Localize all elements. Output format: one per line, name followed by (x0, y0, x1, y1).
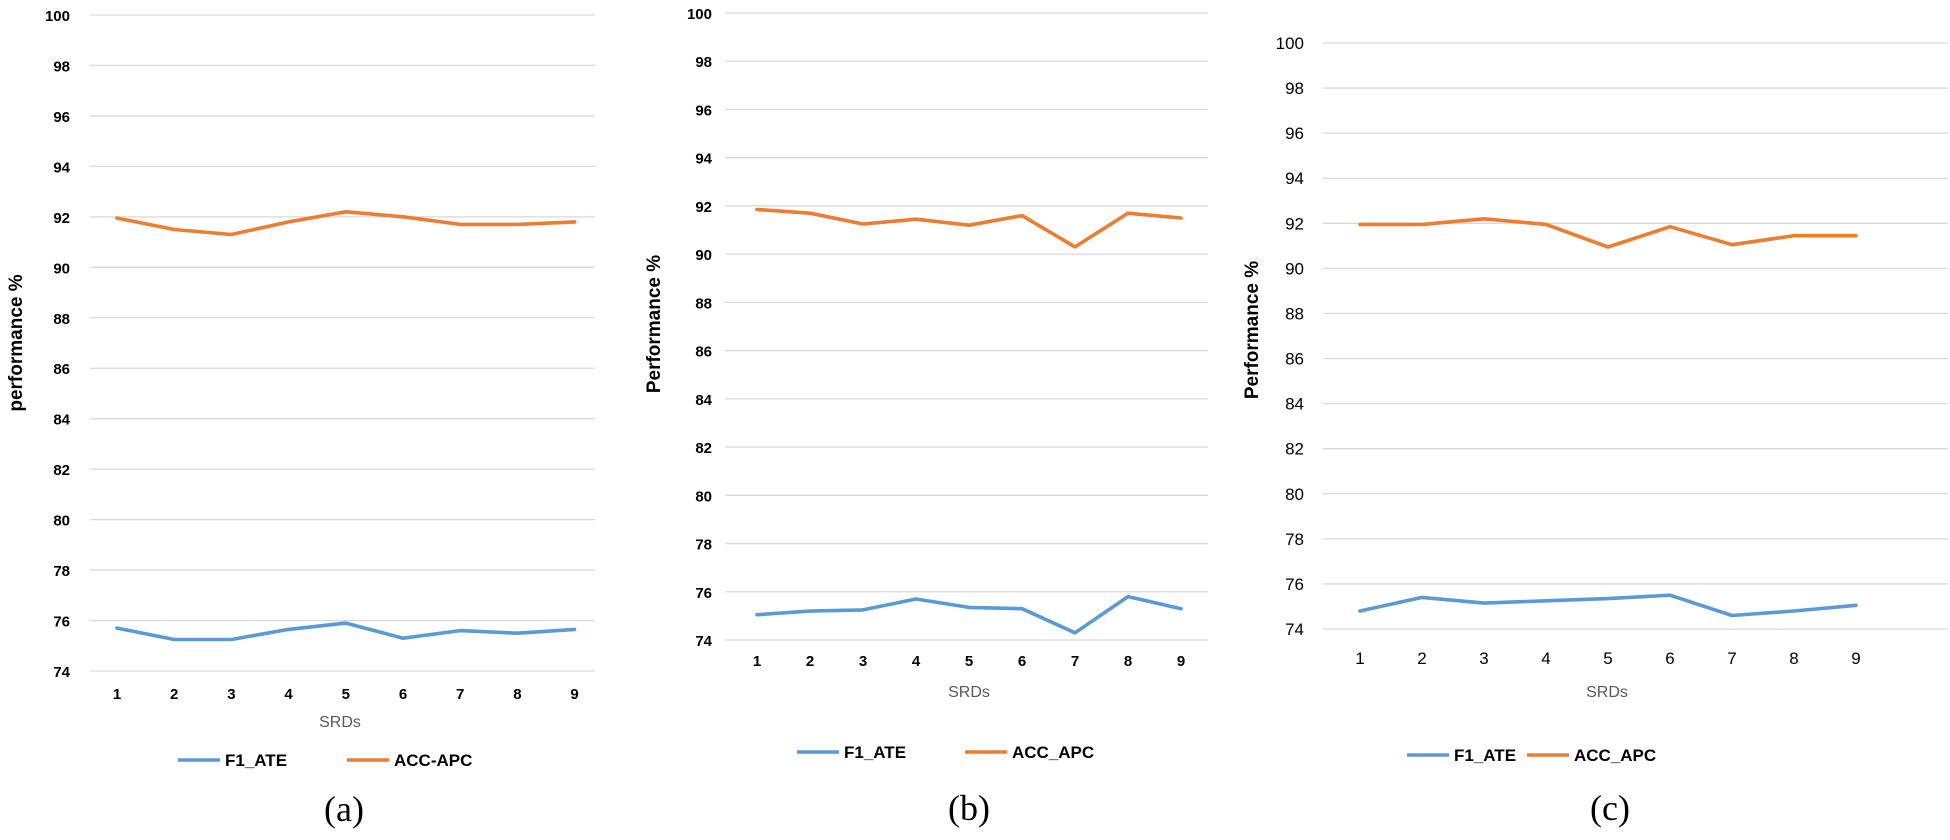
chart-2-x-tick-label: 5 (965, 653, 973, 670)
chart-2-caption: (b) (948, 788, 990, 828)
chart-1-series-line-acc-apc (115, 210, 577, 237)
chart-3-y-tick-label: 74 (1285, 620, 1304, 639)
chart-1-x-tick-label: 1 (113, 686, 121, 703)
chart-1-x-tick-label: 7 (456, 686, 464, 703)
chart-3-y-tick-label: 100 (1276, 34, 1304, 53)
chart-2-y-tick-label: 92 (695, 199, 712, 216)
chart-2-y-tick-label: 94 (695, 151, 712, 168)
chart-2-y-tick-label: 80 (695, 488, 712, 505)
chart-2-legend-label: F1_ATE (844, 743, 906, 762)
chart-3-y-tick-label: 80 (1285, 485, 1304, 504)
chart-3-x-tick-label: 3 (1479, 649, 1488, 668)
chart-3-x-tick-label: 5 (1603, 649, 1612, 668)
chart-2-y-tick-label: 74 (695, 633, 712, 650)
chart-3-y-tick-label: 96 (1285, 124, 1304, 143)
chart-3-y-tick-label: 92 (1285, 214, 1304, 233)
chart-2-y-tick-label: 86 (695, 344, 712, 361)
chart-1-y-tick-label: 84 (53, 412, 70, 429)
chart-2-y-tick-label: 78 (695, 537, 712, 554)
chart-2-x-tick-label: 8 (1124, 653, 1132, 670)
chart-2-x-tick-label: 9 (1177, 653, 1185, 670)
chart-2-x-tick-label: 6 (1018, 653, 1026, 670)
chart-3-legend-label: ACC_APC (1574, 746, 1656, 765)
chart-2-y-tick-label: 88 (695, 295, 712, 312)
chart-3-caption: (c) (1590, 788, 1630, 828)
chart-1-x-tick-label: 2 (170, 686, 178, 703)
chart-3-x-tick-label: 2 (1417, 649, 1426, 668)
chart-2-legend-label: ACC_APC (1012, 743, 1094, 762)
chart-3-y-axis-label: Performance % (1242, 261, 1263, 399)
chart-2-y-tick-label: 84 (695, 392, 712, 409)
chart-1-y-tick-label: 90 (53, 260, 70, 277)
chart-2-y-tick-label: 82 (695, 440, 712, 457)
chart-3-y-tick-label: 98 (1285, 79, 1304, 98)
chart-3-x-tick-label: 8 (1789, 649, 1798, 668)
chart-3-y-tick-label: 84 (1285, 395, 1304, 414)
chart-1-y-tick-label: 100 (45, 8, 70, 25)
chart-2-x-tick-label: 1 (753, 653, 761, 670)
chart-2-x-tick-label: 4 (912, 653, 921, 670)
chart-1-y-tick-label: 88 (53, 311, 70, 328)
chart-1-series-line-f1-ate (115, 621, 577, 642)
chart-3-x-tick-label: 1 (1355, 649, 1364, 668)
chart-1-caption: (a) (324, 789, 364, 829)
chart-1-y-tick-label: 98 (53, 58, 70, 75)
chart-2-y-tick-label: 90 (695, 247, 712, 264)
chart-1-y-tick-label: 96 (53, 109, 70, 126)
chart-3-x-axis-label: SRDs (1586, 684, 1628, 701)
chart-3-y-tick-label: 76 (1285, 575, 1304, 594)
chart-1-y-axis-label: performance % (6, 274, 27, 411)
chart-2-x-tick-label: 2 (806, 653, 814, 670)
chart-3-x-tick-label: 6 (1665, 649, 1674, 668)
chart-1-x-tick-label: 4 (284, 686, 293, 703)
chart-3-legend-label: F1_ATE (1454, 746, 1516, 765)
chart-2-series-line-f1-ate (755, 594, 1183, 635)
chart-1-y-tick-label: 78 (53, 563, 70, 580)
chart-1-legend-label: F1_ATE (225, 751, 287, 770)
chart-3-x-tick-label: 7 (1727, 649, 1736, 668)
chart-1-y-tick-label: 94 (53, 159, 70, 176)
chart-1-y-tick-label: 80 (53, 513, 70, 530)
chart-3-y-tick-label: 94 (1285, 169, 1304, 188)
chart-1-y-tick-label: 92 (53, 210, 70, 227)
chart-2-y-tick-label: 98 (695, 54, 712, 71)
chart-3-series-line-acc-apc (1358, 217, 1858, 249)
chart-1-y-tick-label: 76 (53, 614, 70, 631)
chart-1-x-tick-label: 5 (342, 686, 350, 703)
chart-2-x-axis-label: SRDs (948, 684, 990, 701)
chart-1-y-tick-label: 74 (53, 664, 70, 681)
chart-2-x-tick-label: 3 (859, 653, 867, 670)
chart-3-series-line-f1-ate (1358, 593, 1858, 618)
chart-3-y-tick-label: 82 (1285, 440, 1304, 459)
chart-1-x-tick-label: 6 (399, 686, 407, 703)
chart-2-y-tick-label: 100 (687, 6, 712, 23)
chart-1-legend-label: ACC-APC (394, 751, 472, 770)
chart-1-y-tick-label: 82 (53, 462, 70, 479)
chart-3-y-tick-label: 86 (1285, 350, 1304, 369)
chart-1-x-axis-label: SRDs (319, 714, 361, 731)
chart-3-y-tick-label: 78 (1285, 530, 1304, 549)
chart-1-x-tick-label: 3 (227, 686, 235, 703)
chart-3-y-tick-label: 90 (1285, 259, 1304, 278)
chart-2-y-axis-label: Performance % (644, 255, 665, 393)
chart-3-x-tick-label: 4 (1541, 649, 1550, 668)
chart-3-x-tick-label: 9 (1851, 649, 1860, 668)
chart-2-y-tick-label: 96 (695, 102, 712, 119)
chart-1-y-tick-label: 86 (53, 361, 70, 378)
chart-2-x-tick-label: 7 (1071, 653, 1079, 670)
chart-3-y-tick-label: 88 (1285, 304, 1304, 323)
chart-2-y-tick-label: 76 (695, 585, 712, 602)
chart-2-series-line-acc-apc (755, 207, 1183, 249)
chart-1-x-tick-label: 8 (513, 686, 521, 703)
chart-1-x-tick-label: 9 (570, 686, 578, 703)
